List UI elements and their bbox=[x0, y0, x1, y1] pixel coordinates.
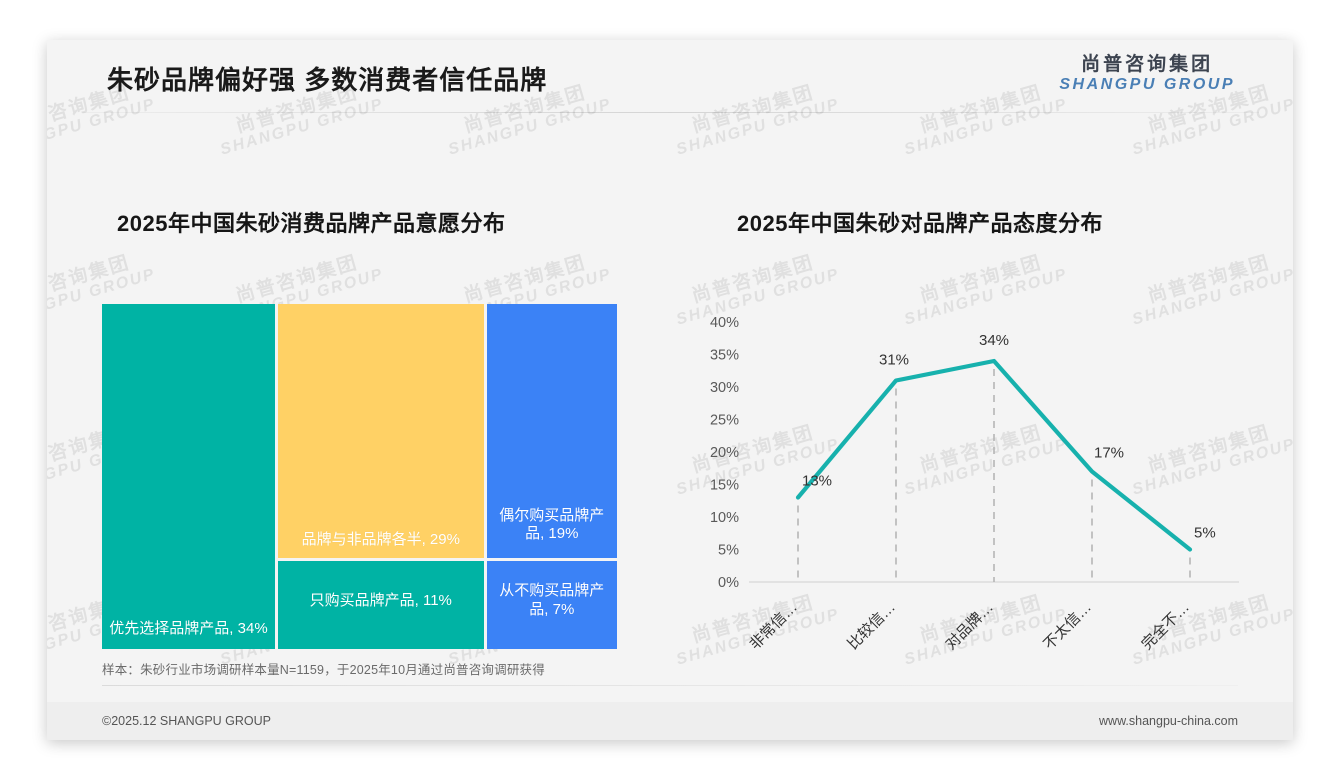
treemap-cell-label: 优先选择品牌产品, 34% bbox=[109, 620, 268, 638]
panels-container: 2025年中国朱砂消费品牌产品意愿分布 2025年中国朱砂对品牌产品态度分布 优… bbox=[47, 114, 1293, 653]
brand-logo: 尚普咨询集团 SHANGPU GROUP bbox=[1059, 54, 1235, 94]
y-axis-tick-label: 5% bbox=[718, 543, 739, 559]
brand-logo-cn: 尚普咨询集团 bbox=[1081, 54, 1214, 75]
brand-logo-en: SHANGPU GROUP bbox=[1059, 76, 1235, 94]
footer-website[interactable]: www.shangpu-china.com bbox=[1099, 714, 1238, 728]
data-point-label: 5% bbox=[1194, 525, 1216, 542]
data-point-label: 31% bbox=[879, 352, 909, 369]
treemap-cell-label: 品牌与非品牌各半, 29% bbox=[301, 531, 460, 549]
treemap-column-right: 偶尔购买品牌产品, 19% 从不购买品牌产品, 7% bbox=[486, 304, 618, 649]
x-axis-tick-label: 完全不… bbox=[1138, 598, 1193, 653]
y-axis-tick-label: 15% bbox=[710, 478, 739, 494]
footer-copyright: ©2025.12 SHANGPU GROUP bbox=[102, 714, 271, 728]
data-point-label: 17% bbox=[1094, 445, 1124, 462]
header-divider bbox=[81, 112, 1259, 113]
line-chart-svg: 0% 5% 10% 15% 20% 25% 30% 35% 40% 13% 31% 34% 17% 5% 非… bbox=[710, 315, 1239, 653]
left-chart-title: 2025年中国朱砂消费品牌产品意愿分布 bbox=[117, 211, 506, 236]
y-axis-tick-label: 30% bbox=[710, 380, 739, 396]
sample-note: 样本：朱砂行业市场调研样本量N=1159，于2025年10月通过尚普咨询调研获得 bbox=[102, 663, 545, 677]
report-slide: 尚普咨询集团 SHANGPU GROUP 尚普咨询集团 SHANGPU GROUP 尚普… bbox=[47, 40, 1293, 740]
x-axis-tick-label: 不太信… bbox=[1040, 599, 1094, 653]
treemap-cell-label: 从不购买品牌产品, 7% bbox=[499, 582, 605, 618]
treemap-cell-prefer-brand[interactable]: 优先选择品牌产品, 34% bbox=[102, 304, 275, 649]
treemap-cell-occasional-brand[interactable]: 偶尔购买品牌产品, 19% bbox=[486, 304, 618, 558]
treemap-cell-half-half[interactable]: 品牌与非品牌各半, 29% bbox=[277, 304, 484, 558]
line-chart: 0% 5% 10% 15% 20% 25% 30% 35% 40% 13% 31% 34% 17% 5% 非… bbox=[687, 292, 1257, 712]
treemap-chart: 优先选择品牌产品, 34% 品牌与非品牌各半, 29% 只购买品牌产品, 11%… bbox=[102, 304, 618, 649]
slide-header: 朱砂品牌偏好强 多数消费者信任品牌 尚普咨询集团 SHANGPU GROUP bbox=[47, 40, 1293, 112]
y-axis-tick-label: 35% bbox=[710, 348, 739, 364]
data-point-label: 34% bbox=[979, 332, 1009, 349]
treemap-column-middle: 品牌与非品牌各半, 29% 只购买品牌产品, 11% bbox=[277, 304, 484, 649]
y-axis-tick-label: 40% bbox=[710, 315, 739, 331]
treemap-cell-only-brand[interactable]: 只购买品牌产品, 11% bbox=[277, 561, 484, 649]
x-axis-tick-label: 非常信… bbox=[746, 599, 800, 653]
treemap-cell-never-brand[interactable]: 从不购买品牌产品, 7% bbox=[486, 561, 618, 649]
footnote-divider bbox=[102, 685, 1238, 686]
treemap-column-left: 优先选择品牌产品, 34% bbox=[102, 304, 275, 649]
y-axis-tick-label: 10% bbox=[710, 510, 739, 526]
page-title: 朱砂品牌偏好强 多数消费者信任品牌 bbox=[107, 65, 548, 95]
y-axis-tick-label: 25% bbox=[710, 413, 739, 429]
slide-footer: ©2025.12 SHANGPU GROUP www.shangpu-china… bbox=[47, 702, 1293, 740]
x-axis-tick-label: 比较信… bbox=[844, 598, 899, 653]
x-axis-tick-label: 对品牌… bbox=[942, 599, 996, 653]
data-series-line[interactable] bbox=[795, 358, 1193, 552]
right-chart-title: 2025年中国朱砂对品牌产品态度分布 bbox=[737, 211, 1103, 236]
footnote-block: 样本：朱砂行业市场调研样本量N=1159，于2025年10月通过尚普咨询调研获得 bbox=[102, 659, 1238, 686]
treemap-cell-label: 偶尔购买品牌产品, 19% bbox=[499, 506, 605, 543]
y-axis-tick-label: 20% bbox=[710, 445, 739, 461]
y-axis-tick-label: 0% bbox=[718, 575, 739, 591]
treemap-cell-label: 只购买品牌产品, 11% bbox=[309, 591, 452, 609]
data-point-label: 13% bbox=[802, 473, 832, 490]
